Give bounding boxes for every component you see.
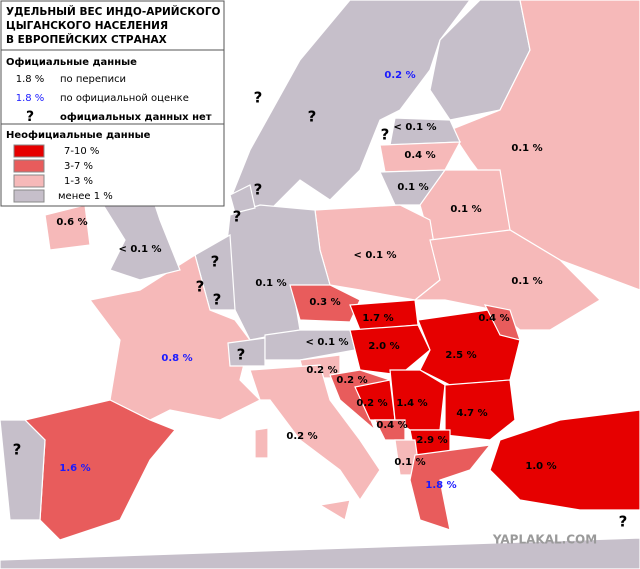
country-label: 0.6 %	[56, 217, 87, 228]
country-label: 0.1 %	[511, 276, 542, 287]
country-label: 4.7 %	[456, 408, 487, 419]
country-label: ?	[211, 253, 220, 271]
legend-title: УДЕЛЬНЫЙ ВЕС ИНДО-АРИЙСКОГО	[6, 5, 221, 18]
country-label: 1.6 %	[59, 463, 90, 474]
country-label: 0.2 %	[336, 375, 367, 386]
country-label: < 0.1 %	[393, 122, 436, 133]
unofficial-heading: Неофициальные данные	[6, 129, 151, 141]
country-labels: 0.2 %??? < 0.1 %0.1 %0.4 %? 0.1 %0.1 %?0.6…	[13, 70, 628, 531]
watermark: YAPLAKAL.COM	[492, 533, 597, 547]
country-label: 1.4 %	[396, 398, 427, 409]
country-label: 0.1 %	[397, 182, 428, 193]
country-label: 0.8 %	[161, 353, 192, 364]
country-label: 0.4 %	[478, 313, 509, 324]
country-label: ?	[237, 346, 246, 364]
country-label: 1.8 %	[425, 480, 456, 491]
country-label: 0.1 %	[511, 143, 542, 154]
official-sample: 1.8 %	[16, 93, 45, 104]
country-label: 0.2 %	[306, 365, 337, 376]
country-label: 0.1 %	[255, 278, 286, 289]
legend-swatch	[13, 159, 45, 173]
country-label: < 0.1 %	[353, 250, 396, 261]
country-label: 0.1 %	[394, 457, 425, 468]
legend-swatch	[13, 174, 45, 188]
country-label: 0.4 %	[404, 150, 435, 161]
country-label: ?	[619, 513, 628, 531]
country-label: ?	[196, 278, 205, 296]
country-label: 0.1 %	[450, 204, 481, 215]
legend-swatch	[13, 144, 45, 158]
country-label: 1.0 %	[525, 461, 556, 472]
country-label: 2.5 %	[445, 350, 476, 361]
official-text: по переписи	[60, 74, 126, 85]
country-label: 0.3 %	[309, 297, 340, 308]
country-label: 1.7 %	[362, 313, 393, 324]
country-label: ?	[254, 181, 263, 199]
country-label: < 0.1 %	[305, 337, 348, 348]
official-heading: Официальные данные	[6, 56, 137, 68]
legend: УДЕЛЬНЫЙ ВЕС ИНДО-АРИЙСКОГО ЦЫГАНСКОГО НА…	[0, 0, 225, 207]
country-label: ?	[213, 291, 222, 309]
country-label: ?	[233, 208, 242, 226]
country-label: 2.9 %	[416, 435, 447, 446]
legend-text: 1-3 %	[64, 176, 93, 187]
country-label: ?	[381, 126, 390, 144]
official-text: официальных данных нет	[60, 111, 212, 123]
country-label: 2.0 %	[368, 341, 399, 352]
country-label: 0.2 %	[384, 70, 415, 81]
legend-text: 7-10 %	[64, 146, 99, 157]
legend-title: В ЕВРОПЕЙСКИХ СТРАНАХ	[6, 33, 167, 46]
country-label: 0.2 %	[286, 431, 317, 442]
official-sample: 1.8 %	[16, 74, 45, 85]
legend-swatch	[13, 189, 45, 203]
country-label: ?	[13, 441, 22, 459]
legend-text: 3-7 %	[64, 161, 93, 172]
official-text: по официальной оценке	[60, 93, 189, 104]
country-label: < 0.1 %	[118, 244, 161, 255]
country-label: 0.4 %	[376, 420, 407, 431]
country-label: ?	[308, 108, 317, 126]
legend-title: ЦЫГАНСКОГО НАСЕЛЕНИЯ	[6, 20, 168, 32]
country-label: ?	[254, 89, 263, 107]
country-label: 0.2 %	[356, 398, 387, 409]
official-sample: ?	[26, 109, 34, 125]
legend-text: менее 1 %	[58, 191, 113, 202]
